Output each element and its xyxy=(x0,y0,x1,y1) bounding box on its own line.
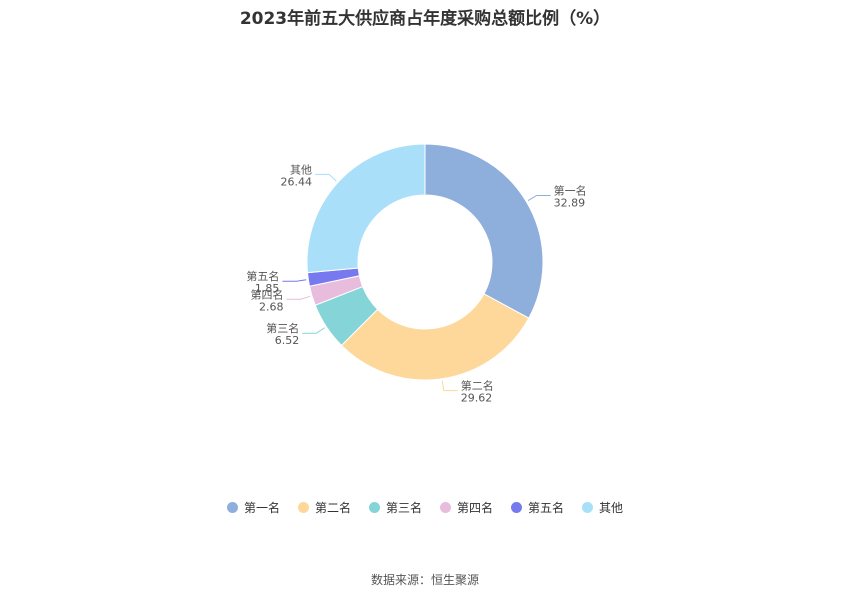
slice-label-name-6: 其他 xyxy=(290,163,312,176)
data-source: 数据来源：恒生聚源 xyxy=(370,573,479,587)
legend-item-5[interactable]: 第五名 xyxy=(511,499,564,516)
leader-line-3 xyxy=(302,327,325,334)
legend-label: 第四名 xyxy=(457,501,494,515)
slice-label-name-3: 第三名 xyxy=(266,321,299,335)
slice-label-name-2: 第二名 xyxy=(461,379,494,393)
legend-swatch xyxy=(440,502,451,513)
slice-1[interactable] xyxy=(424,143,544,319)
legend-swatch xyxy=(297,502,309,513)
legend-label: 第三名 xyxy=(385,501,422,515)
legend-item-3[interactable]: 第三名 xyxy=(368,499,422,516)
slice-label-name-5: 第五名 xyxy=(246,269,279,283)
legend-label: 第二名 xyxy=(314,501,351,515)
leader-line-1 xyxy=(527,194,551,201)
chart-title: 2023年前五大供应商占年度采购总额比例（%） xyxy=(239,9,611,29)
legend-swatch xyxy=(226,502,238,513)
leader-line-6 xyxy=(315,173,337,182)
slice-label-value-2: 29.62 xyxy=(461,392,493,405)
slice-label-value-5: 1.85 xyxy=(255,282,280,295)
legend-item-1[interactable]: 第一名 xyxy=(226,499,280,516)
legend-item-2[interactable]: 第二名 xyxy=(297,499,351,516)
leader-line-2 xyxy=(441,380,458,392)
legend-swatch xyxy=(368,502,380,513)
slice-label-value-3: 6.52 xyxy=(275,334,300,347)
legend-label: 第五名 xyxy=(528,501,565,515)
legend-swatch xyxy=(582,502,594,513)
legend-item-6[interactable]: 其他 xyxy=(582,499,623,516)
slice-label-value-1: 32.89 xyxy=(554,196,586,209)
slice-label-value-4: 2.68 xyxy=(259,300,284,313)
leader-line-5 xyxy=(282,279,307,282)
legend: 第一名 第二名 第三名 第四名 第五名 其他 xyxy=(0,499,850,516)
slice-label-name-1: 第一名 xyxy=(554,183,587,197)
slices-group xyxy=(306,143,544,381)
legend-swatch xyxy=(511,502,523,513)
slice-label-name-4: 第四名 xyxy=(250,287,283,301)
slice-label-value-6: 26.44 xyxy=(281,175,313,188)
legend-label: 第一名 xyxy=(243,501,280,515)
slice-6[interactable] xyxy=(306,143,426,274)
slice-2[interactable] xyxy=(340,293,530,381)
leader-line-4 xyxy=(286,295,311,300)
legend-item-4[interactable]: 第四名 xyxy=(440,499,493,516)
legend-label: 其他 xyxy=(599,501,624,515)
